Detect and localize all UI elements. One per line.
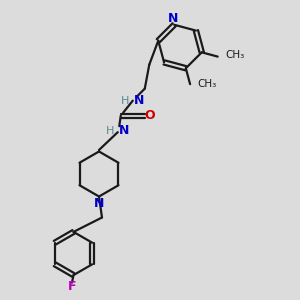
Text: N: N xyxy=(134,94,145,107)
Text: F: F xyxy=(68,280,76,293)
Text: N: N xyxy=(119,124,130,137)
Text: N: N xyxy=(94,196,104,210)
Text: H: H xyxy=(121,96,129,106)
Text: H: H xyxy=(106,126,114,136)
Text: N: N xyxy=(167,12,178,25)
Text: O: O xyxy=(144,109,154,122)
Text: CH₃: CH₃ xyxy=(198,79,217,89)
Text: CH₃: CH₃ xyxy=(225,50,244,60)
